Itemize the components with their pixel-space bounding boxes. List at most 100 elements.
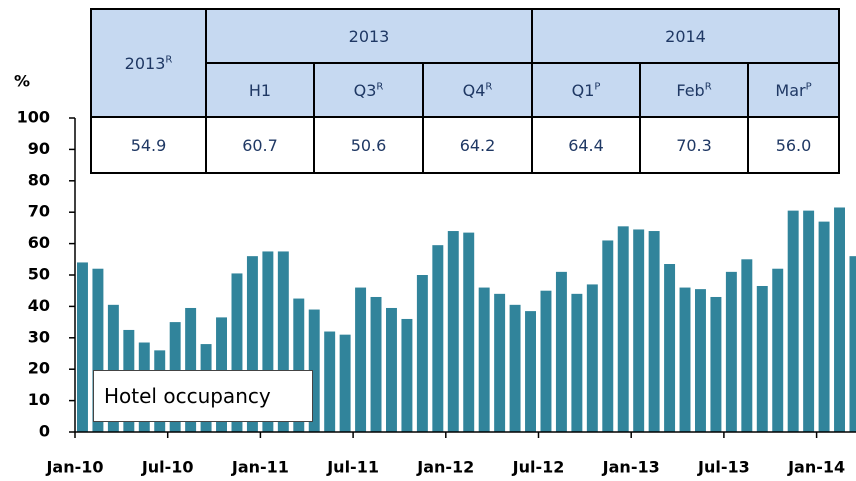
bar <box>834 207 845 432</box>
x-tick-label: Jan-14 <box>787 458 845 477</box>
bar <box>355 287 367 432</box>
bar <box>648 231 660 432</box>
header-sup: P <box>594 81 601 93</box>
bar <box>509 304 521 432</box>
header-cell: H1 <box>205 62 315 118</box>
bar <box>293 298 305 432</box>
value-cell: 70.3 <box>639 116 749 174</box>
bar <box>231 273 243 432</box>
bar <box>370 296 382 432</box>
bar <box>772 268 784 432</box>
bar <box>540 290 552 432</box>
summary-table: 2013R 2013 2014 H1 Q3R Q4R Q1P FebR MarP 54.9… <box>90 8 840 174</box>
header-cell: 2013 <box>205 8 533 64</box>
bar <box>710 296 722 432</box>
bar <box>664 264 676 432</box>
y-tick-label: 90 <box>28 139 50 158</box>
y-tick-label: 20 <box>28 359 50 378</box>
y-tick-label: 100 <box>17 108 50 127</box>
header-cell: Q4R <box>422 62 533 118</box>
bar <box>695 289 706 432</box>
x-tick-label: Jan-10 <box>45 458 103 477</box>
header-cell: Q1P <box>531 62 641 118</box>
y-tick-label: 70 <box>28 202 50 221</box>
header-sup: R <box>165 54 173 66</box>
bar <box>463 232 475 432</box>
header-sup: R <box>704 81 712 93</box>
x-tick-label: Jul-11 <box>326 458 379 477</box>
y-tick-label: 10 <box>28 390 50 409</box>
header-sup: P <box>805 81 812 93</box>
bar <box>803 210 815 432</box>
header-text: 2014 <box>665 26 706 46</box>
header-cell: MarP <box>747 62 840 118</box>
value-cell: 60.7 <box>205 116 315 174</box>
value-cell: 64.2 <box>422 116 533 174</box>
bar <box>849 256 856 432</box>
bar <box>246 256 258 432</box>
y-tick-label: 60 <box>28 233 50 252</box>
header-text: Mar <box>775 80 806 100</box>
bar <box>262 251 274 432</box>
y-axis-label: % <box>14 72 30 91</box>
header-text: Q3 <box>353 80 377 100</box>
header-cell: Q3R <box>313 62 424 118</box>
x-tick-label: Jul-10 <box>141 458 194 477</box>
bar <box>586 284 598 432</box>
header-text: Q1 <box>571 80 595 100</box>
header-text: H1 <box>248 80 272 100</box>
bar <box>478 287 490 432</box>
bar <box>741 259 753 432</box>
bar <box>416 275 428 432</box>
header-cell: 2014 <box>531 8 840 64</box>
header-text: 2013 <box>124 53 166 73</box>
bar <box>107 304 119 432</box>
y-tick-label: 0 <box>39 422 50 441</box>
bar <box>308 309 320 432</box>
bar <box>447 231 459 432</box>
value-cell: 64.4 <box>531 116 641 174</box>
bar <box>725 271 737 432</box>
header-text: 2013 <box>348 26 390 46</box>
bar <box>92 268 104 432</box>
value-cell: 56.0 <box>747 116 840 174</box>
bar <box>525 311 536 432</box>
annotation: Hotel occupancy <box>93 370 313 422</box>
x-tick-label: Jul-13 <box>697 458 750 477</box>
bar <box>432 245 444 432</box>
header-cell: FebR <box>639 62 749 118</box>
header-sup: R <box>376 81 384 93</box>
y-tick-label: 40 <box>28 296 50 315</box>
bar <box>386 307 397 432</box>
bar <box>602 240 614 432</box>
y-tick-label: 30 <box>28 327 50 346</box>
bar <box>617 226 629 432</box>
y-tick-label: 80 <box>28 170 50 189</box>
value-cell: 50.6 <box>313 116 424 174</box>
bar <box>571 293 583 432</box>
bar <box>401 318 413 432</box>
header-cell: 2013R <box>90 8 207 118</box>
bar <box>787 210 799 432</box>
value-cell: 54.9 <box>90 116 207 174</box>
bar <box>633 229 645 432</box>
x-tick-label: Jul-12 <box>512 458 565 477</box>
bar <box>339 334 351 432</box>
bar <box>756 285 768 432</box>
bar <box>185 307 197 432</box>
header-text: Feb <box>676 80 705 100</box>
bar <box>494 293 506 432</box>
x-tick-label: Jan-11 <box>231 458 289 477</box>
bar <box>555 271 567 432</box>
bar <box>679 287 691 432</box>
header-text: Q4 <box>462 80 486 100</box>
x-tick-label: Jan-12 <box>416 458 474 477</box>
bar <box>818 221 830 432</box>
bar <box>77 262 88 432</box>
y-tick-label: 50 <box>28 265 50 284</box>
x-tick-label: Jan-13 <box>602 458 660 477</box>
bar <box>324 331 336 432</box>
header-sup: R <box>485 81 493 93</box>
bar <box>277 251 289 432</box>
